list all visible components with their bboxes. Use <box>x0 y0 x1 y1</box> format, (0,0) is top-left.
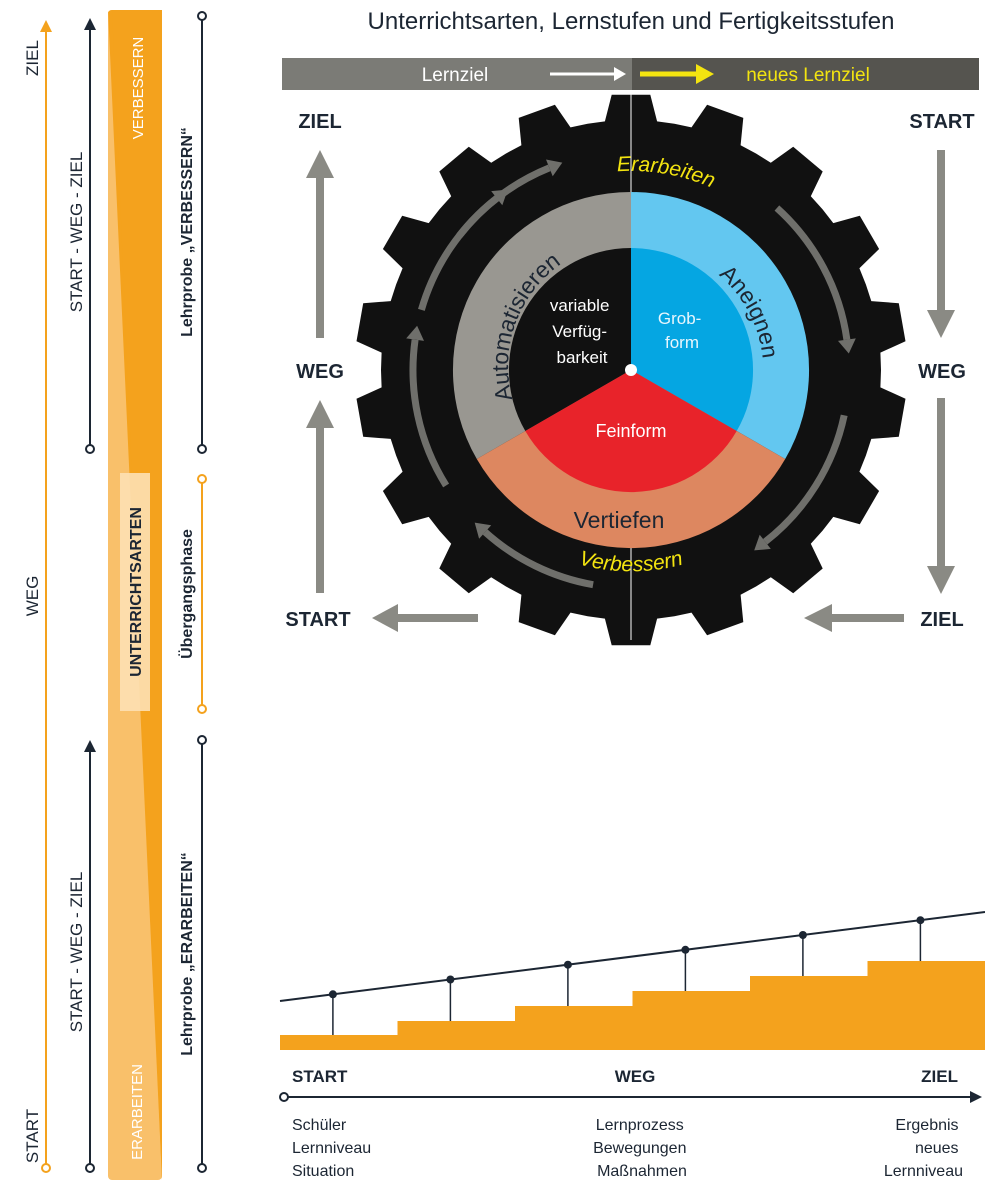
upper-axis-origin <box>85 444 95 454</box>
inner-variable-verfuegbarkeit <box>508 247 631 431</box>
corner-top-right-label: START <box>909 111 974 133</box>
corner-flow: ZIEL START WEG WEG START ZIEL <box>285 111 975 632</box>
staircase-point <box>681 945 690 954</box>
staircase-step <box>750 976 868 1050</box>
transition-bracket-end-a <box>197 474 207 484</box>
page-title: Unterrichtsarten, Lernstufen und Fertigk… <box>368 8 895 35</box>
rotation-arrow-head <box>491 189 508 206</box>
upper-axis-label: START - WEG - ZIEL <box>67 152 86 313</box>
bottom-left-arrow-head <box>372 604 398 632</box>
band-middle-label-bg <box>120 473 150 711</box>
corner-bottom-left-label: START <box>285 609 350 631</box>
lehrprobe-top-bracket-end-b <box>197 444 207 454</box>
lernziel-bar: Lernziel neues Lernziel <box>282 58 979 90</box>
left-lower-arrow-head <box>306 400 334 428</box>
corner-top-left-label: ZIEL <box>298 111 341 133</box>
bottom-right-arrow-head <box>804 604 832 632</box>
bottom-right-arrow-shaft <box>826 614 904 622</box>
main-axis-origin <box>41 1163 51 1173</box>
right-upper-arrow-shaft <box>937 150 945 320</box>
rotation-arrow <box>774 205 851 341</box>
caption-middle: Lernprozess Bewegungen Maßnahmen <box>593 1117 691 1180</box>
rotation-arrow-head <box>754 534 771 551</box>
rotation-arrow-head <box>406 325 424 341</box>
left-upper-arrow-head <box>306 150 334 178</box>
lernziel-arrow-head <box>614 67 626 81</box>
staircase-axis-origin <box>279 1092 289 1102</box>
wheel: Erarbeiten Verbessern Automatisieren Ane… <box>356 92 906 646</box>
inner-right-label: Grob- form <box>658 309 706 352</box>
transition-label: Übergangsphase <box>177 529 196 659</box>
staircase-point <box>798 931 807 939</box>
left-upper-arrow-shaft <box>316 168 324 338</box>
left-lower-arrow-shaft <box>316 418 324 593</box>
right-upper-arrow-head <box>927 310 955 338</box>
new-lernziel-arrow-head <box>696 64 714 84</box>
band-middle-label: UNTERRICHTSARTEN <box>128 507 145 677</box>
band-bottom-label: ERARBEITEN <box>129 1064 146 1160</box>
wheel-center-dot <box>625 364 637 376</box>
staircase-point <box>563 960 572 969</box>
rotation-arrow-head <box>546 159 563 177</box>
staircase: START WEG ZIEL Schüler Lernniveau Situat… <box>279 911 985 1180</box>
bottom-left-arrow-shaft <box>392 614 478 622</box>
lehrprobe-bottom-label: Lehrprobe „ERARBEITEN“ <box>179 852 196 1056</box>
new-lernziel-label: neues Lernziel <box>746 65 870 86</box>
rotation-arrow <box>418 195 499 311</box>
staircase-step <box>867 961 985 1050</box>
lehrprobe-top-label: Lehrprobe „VERBESSERN“ <box>179 127 196 337</box>
staircase-point <box>916 916 925 925</box>
staircase-axis-start: START <box>292 1067 348 1086</box>
corner-mid-left-label: WEG <box>296 361 344 383</box>
right-lower-arrow-head <box>927 566 955 594</box>
staircase-step <box>397 1021 516 1050</box>
inner-feinform <box>525 370 737 493</box>
band-top-label: VERBESSERN <box>130 37 147 140</box>
staircase-point <box>446 975 455 984</box>
staircase-trend-line <box>279 911 985 1002</box>
staircase-step <box>280 1035 398 1050</box>
left-column: ZIEL WEG START START - WEG - ZIEL START … <box>23 10 207 1180</box>
right-lower-arrow-shaft <box>937 398 945 568</box>
caption-right: Ergebnis neues Lernniveau <box>884 1117 963 1180</box>
lehrprobe-bottom-bracket-end-b <box>197 1163 207 1173</box>
staircase-step <box>515 1006 633 1050</box>
ring-bottom-label: Vertiefen <box>574 507 665 533</box>
main-axis-bottom-label: START <box>23 1109 42 1163</box>
lernziel-label: Lernziel <box>422 65 489 86</box>
transition-bracket-end-b <box>197 704 207 714</box>
staircase-axis-middle: WEG <box>615 1067 656 1086</box>
main-axis-middle-label: WEG <box>23 576 42 617</box>
lower-axis-label: START - WEG - ZIEL <box>67 872 86 1033</box>
rotation-arrows <box>406 159 856 589</box>
inner-grobform <box>631 247 754 431</box>
lehrprobe-top-bracket-end-a <box>197 11 207 21</box>
rotation-arrow <box>409 339 450 488</box>
staircase-axis-end: ZIEL <box>921 1067 958 1086</box>
rotation-arrow-head <box>838 338 856 354</box>
inner-left-label: variable Verfüg- barkeit <box>550 296 614 367</box>
staircase-step <box>632 991 751 1050</box>
main-axis-top-label: ZIEL <box>23 40 42 76</box>
caption-left: Schüler Lernniveau Situation <box>292 1117 376 1180</box>
lehrprobe-bottom-bracket-end-a <box>197 735 207 745</box>
inner-bottom-label: Feinform <box>595 421 666 441</box>
corner-mid-right-label: WEG <box>918 361 966 383</box>
staircase-point <box>328 990 337 999</box>
lower-axis-origin <box>85 1163 95 1173</box>
rotation-arrow <box>482 529 594 589</box>
rotation-arrow-head <box>474 522 492 539</box>
corner-bottom-right-label: ZIEL <box>920 609 963 631</box>
rotation-arrow <box>763 414 848 545</box>
